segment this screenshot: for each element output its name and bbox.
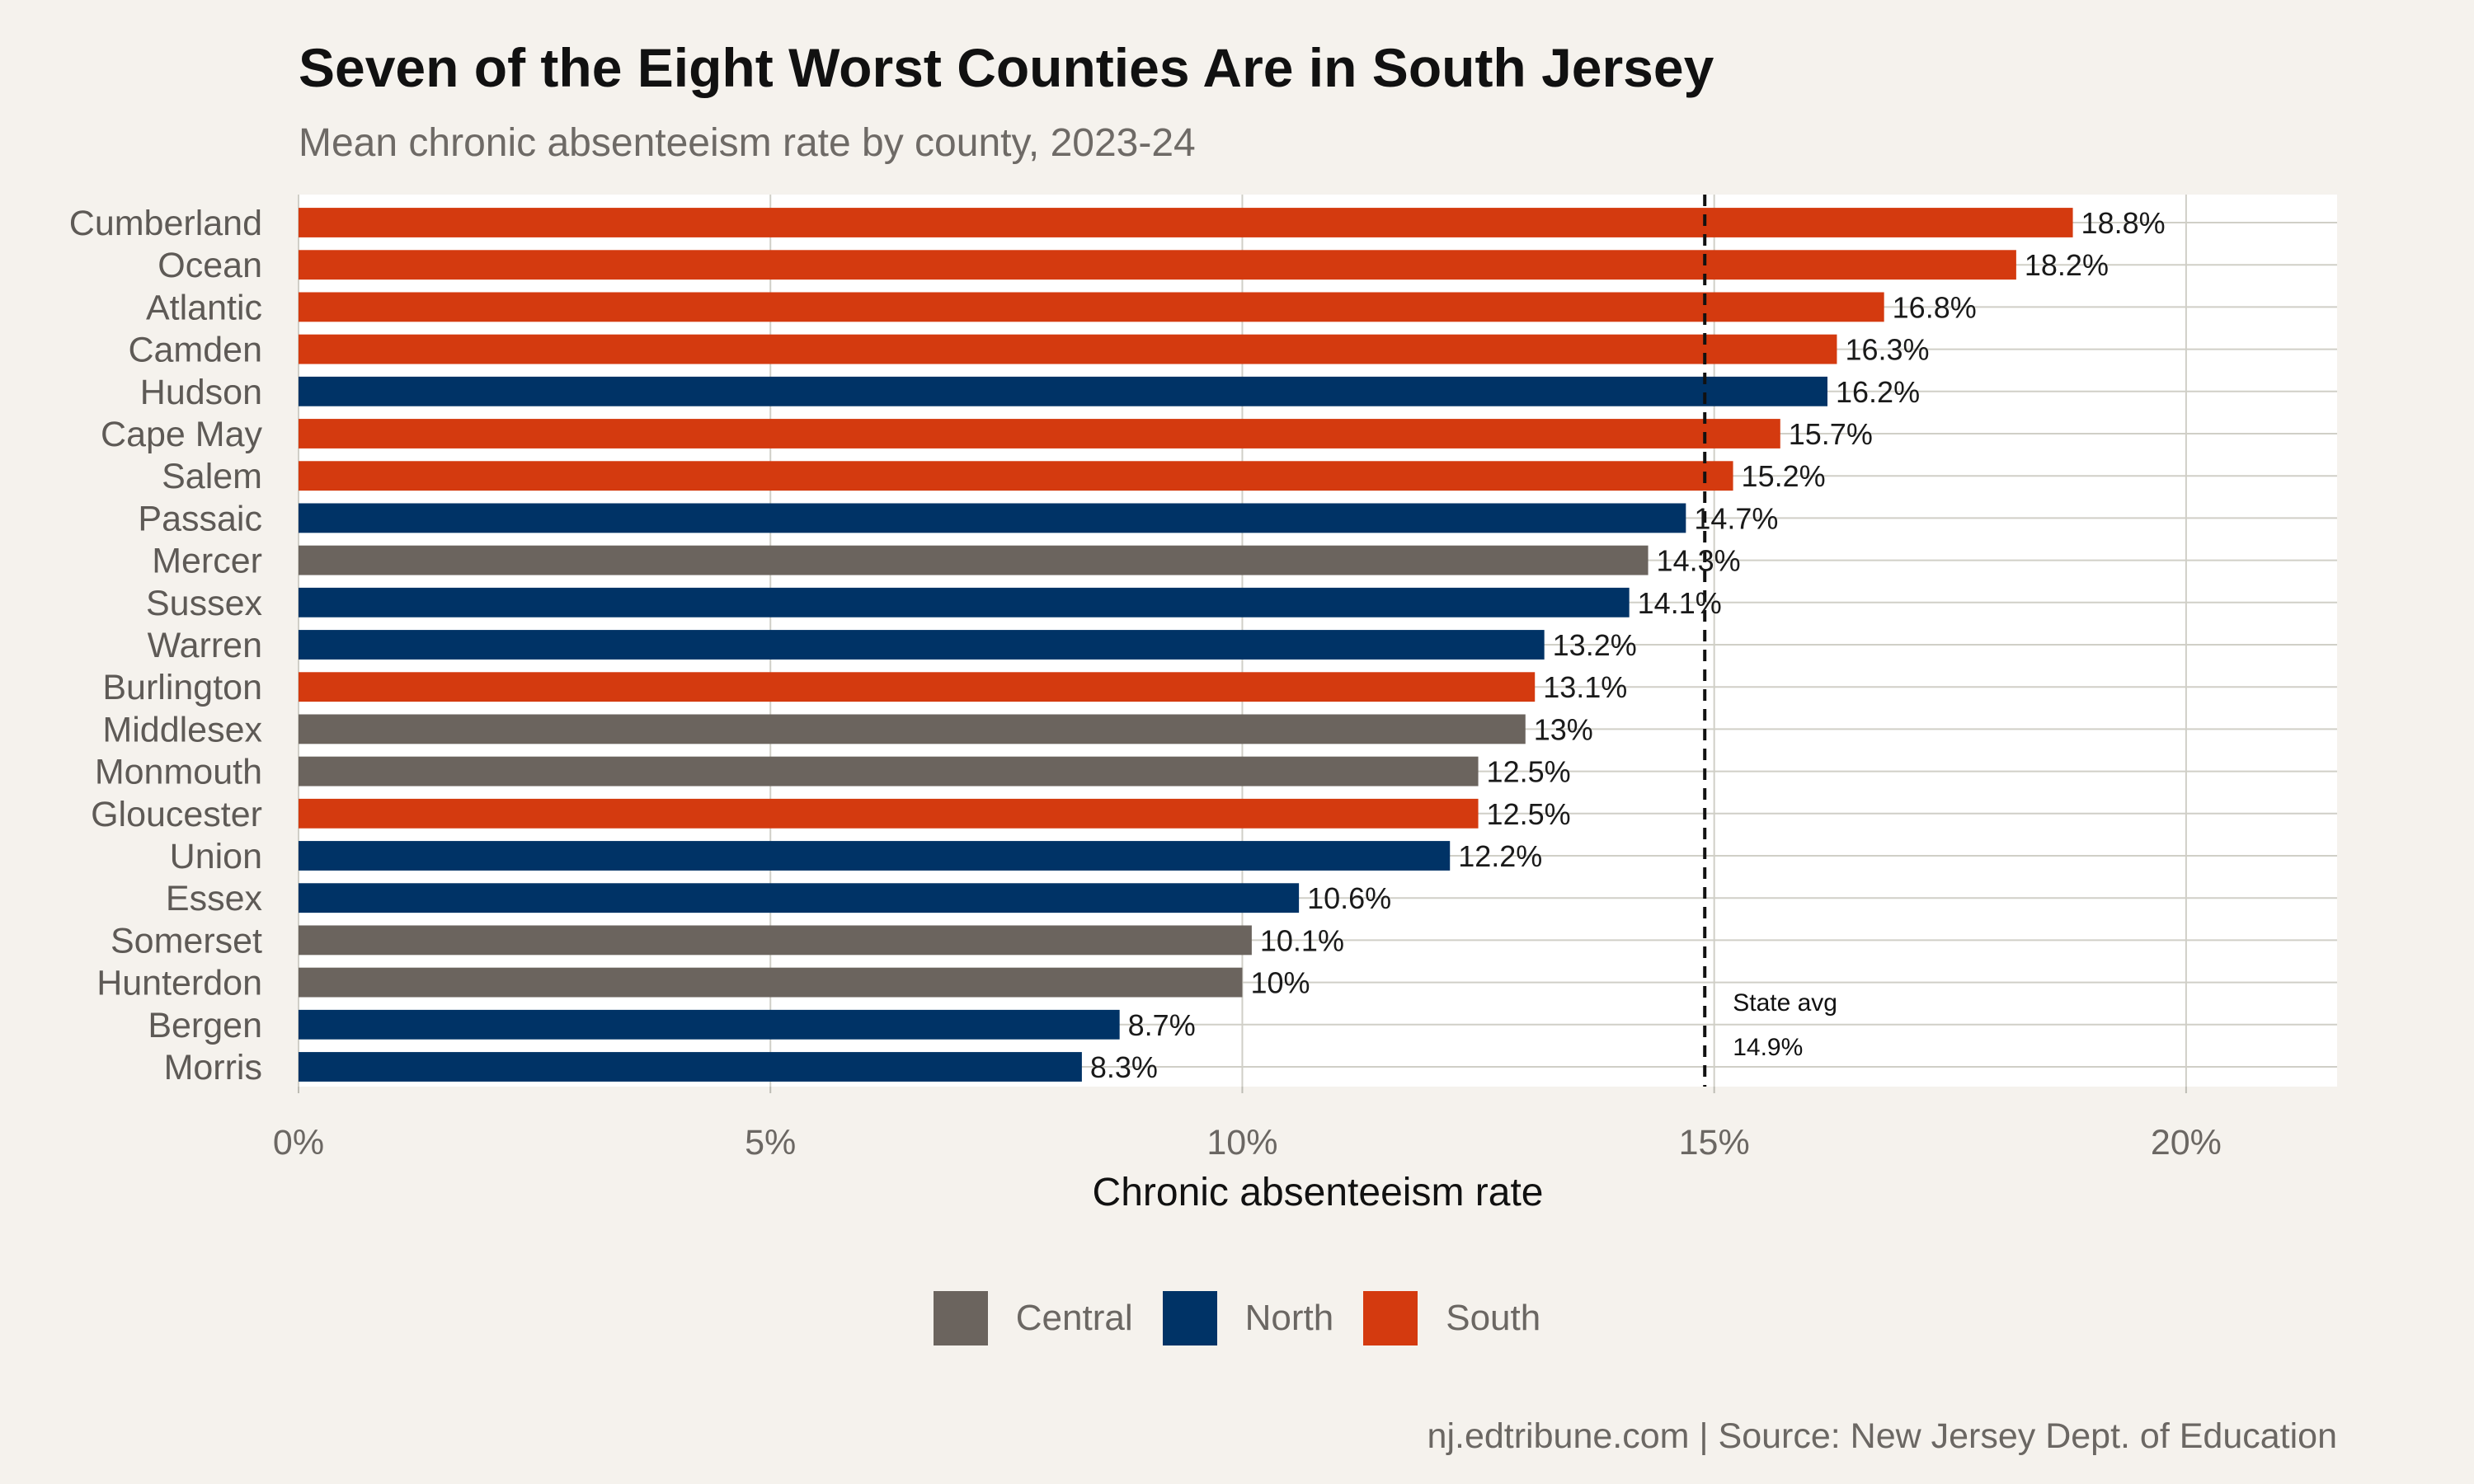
bar	[299, 1009, 1120, 1040]
state-avg-value: 14.9%	[1733, 1034, 1803, 1061]
legend-swatch	[1363, 1291, 1418, 1345]
value-label: 10.1%	[1260, 923, 1344, 957]
bar	[299, 714, 1526, 744]
bar	[299, 756, 1479, 787]
bar	[299, 841, 1451, 871]
bar	[299, 292, 1884, 322]
value-label: 12.5%	[1487, 755, 1571, 789]
legend-swatch	[1162, 1291, 1217, 1345]
bar	[299, 376, 1827, 406]
value-label: 14.3%	[1657, 544, 1741, 578]
county-label: Bergen	[148, 1006, 262, 1045]
county-label: Somerset	[111, 921, 262, 960]
county-label: Hudson	[140, 373, 262, 412]
x-tick-label: 20%	[2151, 1123, 2222, 1162]
x-tick-label: 15%	[1679, 1123, 1750, 1162]
bar	[299, 798, 1479, 829]
county-label: Atlantic	[146, 288, 262, 327]
legend-item: North	[1162, 1291, 1334, 1345]
county-label: Morris	[164, 1048, 262, 1087]
value-label: 12.2%	[1458, 839, 1542, 873]
value-label: 16.3%	[1845, 333, 1929, 367]
value-label: 16.8%	[1893, 290, 1977, 324]
county-label: Union	[170, 837, 262, 876]
county-label: Essex	[166, 879, 263, 918]
chart-subtitle: Mean chronic absenteeism rate by county,…	[299, 121, 1196, 165]
value-label: 8.3%	[1090, 1050, 1158, 1084]
legend-item: South	[1363, 1291, 1540, 1345]
legend-label: North	[1244, 1298, 1334, 1338]
county-label: Warren	[148, 626, 262, 665]
bar	[299, 545, 1649, 575]
county-label: Ocean	[158, 246, 262, 285]
bar	[299, 587, 1630, 618]
x-tick-label: 10%	[1206, 1123, 1277, 1162]
county-label: Mercer	[152, 542, 262, 581]
value-label: 14.7%	[1694, 501, 1778, 535]
county-label: Passaic	[138, 499, 262, 538]
county-label: Camden	[128, 331, 262, 370]
value-label: 13.1%	[1543, 670, 1627, 704]
value-label: 14.1%	[1638, 586, 1722, 620]
bar	[299, 1052, 1082, 1082]
legend-swatch	[933, 1291, 988, 1345]
chart-title: Seven of the Eight Worst Counties Are in…	[299, 37, 1714, 98]
county-label: Cumberland	[69, 204, 262, 243]
state-avg-label: State avg	[1733, 989, 1837, 1017]
value-label: 12.5%	[1487, 797, 1571, 831]
legend: Central North South	[0, 1291, 2474, 1345]
bar	[299, 419, 1780, 448]
caption: nj.edtribune.com | Source: New Jersey De…	[1427, 1416, 2337, 1456]
value-label: 10%	[1250, 966, 1310, 1000]
bar	[299, 503, 1686, 533]
county-label: Burlington	[102, 668, 262, 707]
value-label: 18.8%	[2081, 206, 2166, 240]
value-label: 18.2%	[2025, 248, 2109, 282]
value-label: 8.7%	[1128, 1008, 1196, 1042]
legend-label: South	[1446, 1298, 1541, 1338]
county-label: Middlesex	[102, 710, 262, 749]
bar	[299, 925, 1252, 956]
value-label: 10.6%	[1307, 881, 1391, 915]
value-label: 16.2%	[1836, 375, 1920, 409]
legend-item: Central	[933, 1291, 1133, 1345]
value-label: 13%	[1534, 712, 1593, 746]
bar	[299, 208, 2073, 237]
bars	[299, 208, 2073, 1082]
value-labels: 18.8% 18.2% 16.8% 16.3% 16.2% 15.7% 15.2% 14.7%…	[1090, 206, 2166, 1084]
bar	[299, 630, 1545, 660]
value-label: 15.7%	[1789, 417, 1873, 451]
x-tick-label: 0%	[273, 1123, 324, 1162]
bar	[299, 250, 2016, 280]
county-label: Monmouth	[95, 753, 262, 792]
county-label: Sussex	[146, 584, 263, 623]
bar	[299, 461, 1733, 491]
legend-label: Central	[1015, 1298, 1133, 1338]
bar	[299, 967, 1243, 998]
x-axis-ticks: 0% 5% 10% 15% 20%	[273, 1087, 2222, 1162]
bar	[299, 672, 1536, 702]
bar	[299, 883, 1300, 913]
value-label: 15.2%	[1742, 459, 1826, 493]
county-label: Cape May	[101, 415, 262, 454]
county-label: Gloucester	[91, 795, 262, 834]
county-label: Hunterdon	[96, 964, 262, 1003]
bar	[299, 334, 1837, 364]
county-label: Salem	[162, 457, 262, 496]
value-label: 13.2%	[1553, 628, 1637, 662]
x-tick-label: 5%	[745, 1123, 796, 1162]
x-axis-title: Chronic absenteeism rate	[1093, 1171, 1544, 1214]
